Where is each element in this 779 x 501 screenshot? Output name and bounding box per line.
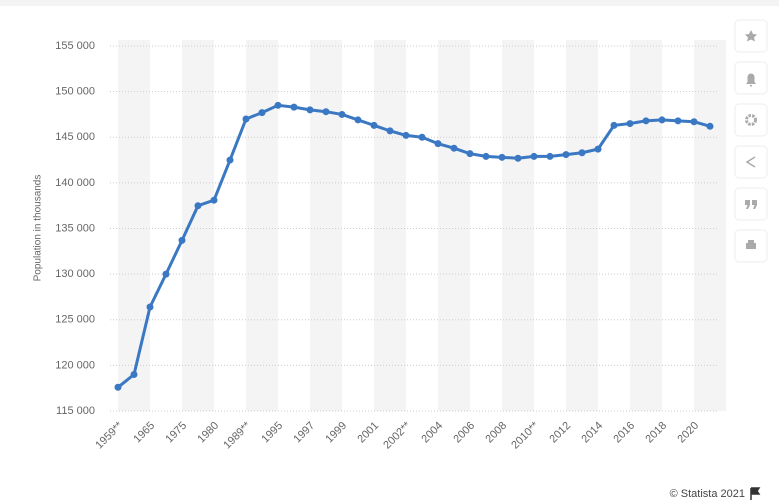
point	[306, 106, 314, 114]
bell-icon	[746, 73, 756, 87]
point	[162, 270, 170, 278]
point	[706, 122, 714, 130]
x-tick-label: 1995	[259, 420, 285, 446]
x-tick-label: 2020	[675, 420, 701, 446]
point	[386, 127, 394, 135]
band	[118, 40, 150, 411]
y-tick-label: 125 000	[55, 314, 95, 326]
point	[226, 156, 234, 164]
band	[502, 40, 534, 411]
point	[658, 116, 666, 124]
point	[466, 150, 474, 158]
point	[434, 140, 442, 148]
y-axis-label: Population in thousands	[33, 175, 44, 282]
point	[274, 101, 282, 109]
point	[114, 383, 122, 391]
x-tick-label: 2004	[419, 420, 445, 446]
point	[610, 121, 618, 129]
x-tick-label: 2016	[611, 420, 637, 446]
quote-icon	[745, 200, 757, 209]
print-icon	[746, 240, 756, 249]
settings-button[interactable]	[734, 103, 768, 137]
source: © Statista 2021	[670, 488, 745, 500]
background-bands	[118, 40, 726, 411]
point	[322, 108, 330, 116]
point	[514, 154, 522, 162]
point	[642, 117, 650, 125]
y-tick-label: 115 000	[56, 405, 95, 417]
x-tick-label: 2014	[579, 420, 605, 446]
x-tick-label: 1975	[163, 420, 189, 446]
y-tick-label: 120 000	[55, 359, 95, 371]
point	[354, 116, 362, 124]
gear-icon	[745, 114, 757, 126]
point	[258, 109, 266, 117]
x-tick-label: 1959**	[93, 419, 125, 451]
point	[690, 118, 698, 126]
x-tick-label: 2012	[547, 420, 573, 446]
point	[594, 145, 602, 153]
band	[182, 40, 214, 411]
y-tick-label: 150 000	[55, 86, 95, 98]
x-tick-label: 1989**	[221, 419, 253, 451]
x-tick-label: 2006	[451, 420, 477, 446]
point	[242, 115, 250, 123]
share-button[interactable]	[734, 145, 768, 179]
x-tick-label: 2008	[483, 420, 509, 446]
sidebar	[734, 19, 768, 263]
x-tick-label: 1965	[131, 420, 157, 446]
point	[562, 151, 570, 159]
point	[482, 152, 490, 160]
x-tick-label: 2001	[355, 420, 381, 446]
point	[626, 120, 634, 128]
band	[630, 40, 662, 411]
line	[117, 103, 711, 389]
point	[290, 103, 298, 111]
point	[130, 371, 138, 378]
y-tick-label: 130 000	[55, 268, 95, 280]
point	[418, 133, 426, 141]
point	[178, 236, 186, 244]
point	[546, 152, 554, 160]
band	[694, 40, 726, 411]
band	[438, 40, 470, 411]
y-tick-label: 135 000	[55, 222, 95, 234]
point	[402, 131, 410, 139]
point	[530, 152, 538, 160]
band	[246, 40, 278, 411]
x-tick-label: 1980	[195, 420, 221, 446]
x-tick-label: 1997	[291, 420, 317, 446]
y-tick-label: 140 000	[55, 177, 95, 189]
x-tick-label: 2002**	[381, 419, 413, 451]
cite-button[interactable]	[734, 187, 768, 221]
band	[566, 40, 598, 411]
point	[194, 202, 202, 210]
star-icon	[745, 30, 757, 42]
point	[674, 117, 682, 125]
share-icon	[745, 156, 756, 168]
y-tick-label: 145 000	[55, 131, 95, 143]
y-tick-label: 155 000	[55, 40, 95, 52]
point	[210, 196, 218, 204]
x-tick-label: 1999	[323, 420, 349, 446]
flag-icon	[750, 487, 761, 500]
point	[370, 121, 378, 129]
point	[498, 153, 506, 161]
x-tick-label: 2010**	[509, 419, 541, 451]
x-tick-label: 2018	[643, 420, 669, 446]
point	[146, 303, 154, 311]
point	[578, 149, 586, 157]
top-bar	[0, 0, 779, 6]
point	[450, 144, 458, 152]
point	[338, 110, 346, 118]
band	[310, 40, 342, 411]
band	[374, 40, 406, 411]
